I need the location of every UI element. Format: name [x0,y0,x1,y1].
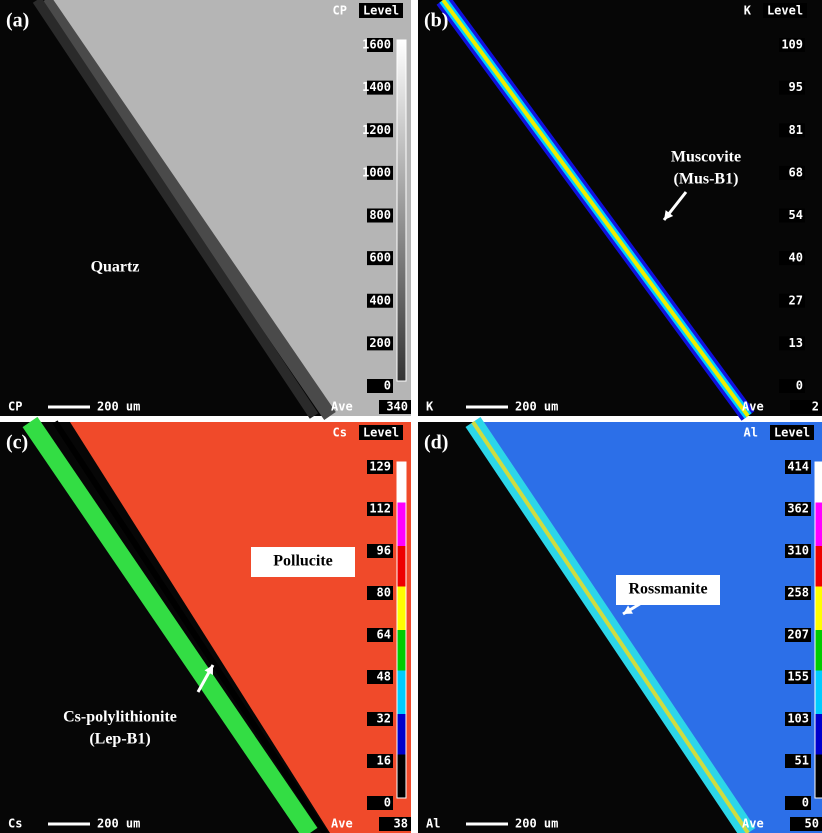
level-label: 96 [377,544,391,558]
panel-label: (d) [424,432,448,454]
scale-label: 200 um [97,400,140,414]
scale-element: CP [8,400,22,414]
level-label: 600 [369,251,391,265]
scale-label: 200 um [97,817,140,831]
level-label: 64 [377,628,391,642]
level-label: 129 [369,460,391,474]
scale-element: Cs [8,817,22,831]
level-label: 362 [787,502,809,516]
annotation: Pollucite [273,553,333,570]
ave-label: Ave [331,817,353,831]
panel-background [418,0,822,416]
annotation: (Lep-B1) [89,731,150,748]
level-label: 207 [787,628,809,642]
panel: Level CP (a) 1600 1400 1200 1000 800 600 400 200 0 C… [0,0,411,416]
level-label: 95 [789,80,803,94]
ave-label: Ave [331,400,353,414]
panel: Level Cs (c) 129 112 96 80 64 48 32 16 0 Cs 200 um Ave… [0,422,411,833]
level-title: Level [363,426,399,440]
element-label: Cs [333,426,347,440]
scale-label: 200 um [515,817,558,831]
annotation: (Mus-B1) [674,171,739,188]
level-label: 13 [789,336,803,350]
panel: Level Al (d) 414 362 310 258 207 155 103 51 0 Al 200 … [418,422,822,833]
level-label: 400 [369,293,391,307]
ave-value: 50 [805,817,819,831]
ave-value: 2 [812,400,819,414]
level-label: 40 [789,251,803,265]
level-title: Level [774,426,810,440]
level-label: 32 [377,712,391,726]
level-title: Level [767,4,803,18]
level-label: 80 [377,586,391,600]
level-label: 27 [789,293,803,307]
scale-label: 200 um [515,400,558,414]
level-label: 48 [377,670,391,684]
level-label: 310 [787,544,809,558]
ave-value: 38 [394,817,408,831]
scale-element: Al [426,817,440,831]
ave-value: 340 [386,400,408,414]
level-label: 0 [384,379,391,393]
color-bar [397,462,406,798]
level-label: 1600 [362,38,391,52]
level-label: 258 [787,586,809,600]
ave-label: Ave [742,817,764,831]
annotation: Quartz [91,259,140,276]
scale-element: K [426,400,434,414]
page: LevelCP(a)16001400120010008006004002000C… [0,0,822,833]
level-label: 800 [369,208,391,222]
level-label: 16 [377,754,391,768]
level-label: 200 [369,336,391,350]
level-title: Level [363,4,399,18]
level-label: 51 [795,754,809,768]
level-label: 0 [384,796,391,810]
panel-label: (a) [6,10,29,32]
level-label: 109 [781,38,803,52]
panel-label: (c) [6,432,28,454]
figure: LevelCP(a)16001400120010008006004002000C… [0,0,822,833]
level-label: 1200 [362,123,391,137]
panel-label: (b) [424,10,448,32]
color-bar [815,462,822,798]
annotation: Rossmanite [628,581,707,598]
level-label: 0 [796,379,803,393]
level-label: 103 [787,712,809,726]
element-label: Al [744,426,758,440]
level-label: 54 [789,208,803,222]
element-label: CP [333,4,347,18]
annotation: Cs-polylithionite [63,709,177,726]
level-label: 68 [789,165,803,179]
panel: Level K (b) 109 95 81 68 54 40 27 13 0 K 200 um Ave 2 Mu… [418,0,822,416]
level-label: 112 [369,502,391,516]
color-bar [397,40,406,381]
level-label: 1400 [362,80,391,94]
annotation: Muscovite [671,149,741,166]
element-label: K [744,4,752,18]
level-label: 414 [787,460,809,474]
level-label: 0 [802,796,809,810]
level-label: 81 [789,123,803,137]
level-label: 1000 [362,165,391,179]
ave-label: Ave [742,400,764,414]
level-label: 155 [787,670,809,684]
